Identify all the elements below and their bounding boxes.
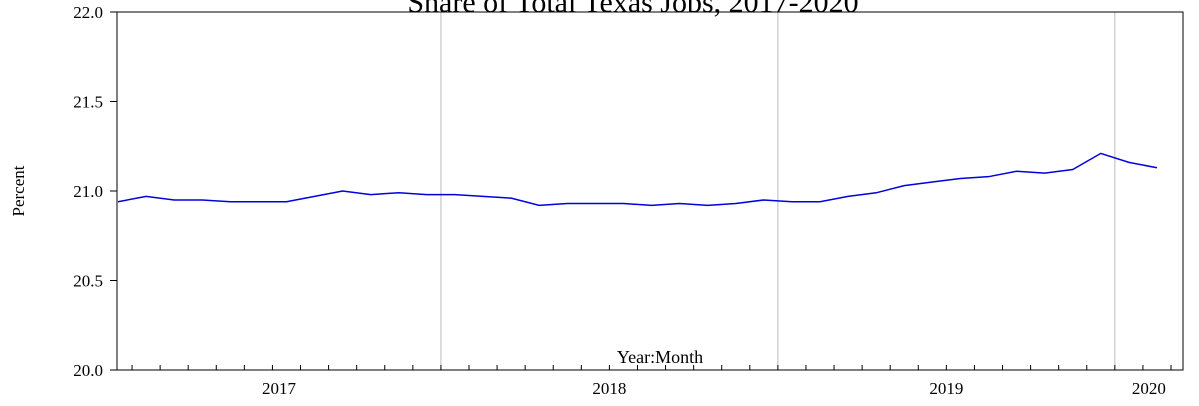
x-tick-label: 2018	[592, 379, 626, 398]
y-axis-label: Percent	[9, 165, 28, 216]
y-tick-label: 20.5	[73, 272, 103, 291]
x-tick-label: 2017	[262, 379, 297, 398]
x-tick-label: 2020	[1132, 379, 1166, 398]
plot-frame	[116, 11, 1184, 371]
x-axis-label: Year:Month	[617, 347, 703, 367]
y-tick-label: 20.0	[73, 361, 103, 380]
chart-title: Share of Total Texas Jobs, 2017-2020	[407, 0, 858, 19]
x-tick-label: 2019	[929, 379, 963, 398]
y-tick-label: 21.5	[73, 93, 103, 112]
line-series	[117, 152, 1158, 207]
y-tick-label: 21.0	[73, 182, 103, 201]
y-tick-label: 22.0	[73, 3, 103, 22]
